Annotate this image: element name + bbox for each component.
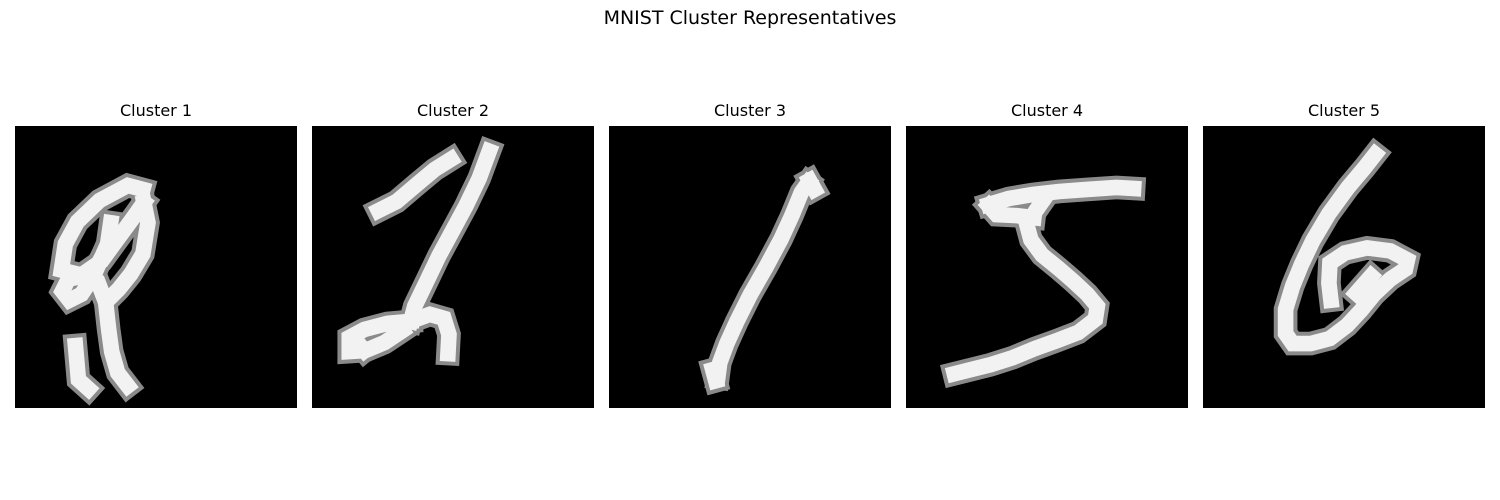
digit-stroke xyxy=(709,171,820,387)
digit-stroke xyxy=(944,189,1106,384)
digit-stroke xyxy=(66,337,100,400)
digit-stroke xyxy=(401,141,500,331)
cluster-panel-2: Cluster 2 xyxy=(312,100,594,408)
digit-strokes xyxy=(47,172,161,406)
digit-image xyxy=(609,126,891,408)
digit-image xyxy=(906,126,1188,408)
panel-title: Cluster 3 xyxy=(713,101,787,120)
digit-stroke xyxy=(348,333,376,362)
figure-title: MNIST Cluster Representatives xyxy=(603,7,897,29)
panel-title: Cluster 2 xyxy=(416,101,490,120)
digit-stroke xyxy=(98,193,156,310)
panel-title: Cluster 1 xyxy=(119,101,193,120)
digit-stroke xyxy=(978,179,1142,215)
digit-strokes xyxy=(939,175,1147,389)
panel-title: Cluster 5 xyxy=(1307,101,1381,120)
digit-image xyxy=(15,126,297,408)
digit-stroke xyxy=(1277,143,1417,352)
digit-image xyxy=(1203,126,1485,408)
digit-stroke xyxy=(400,306,457,362)
digit-stroke xyxy=(703,360,726,391)
digit-stroke xyxy=(367,148,462,222)
digit-stroke xyxy=(52,177,155,284)
cluster-panel-1: Cluster 1 xyxy=(15,100,297,408)
cluster-panel-3: Cluster 3 xyxy=(609,100,891,408)
digit-image xyxy=(312,126,594,408)
digit-stroke xyxy=(798,169,826,201)
digit-strokes xyxy=(1273,137,1421,356)
digit-strokes xyxy=(698,164,831,396)
cluster-panel-4: Cluster 4 xyxy=(906,100,1188,408)
panel-title: Cluster 4 xyxy=(1010,101,1084,120)
digit-strokes xyxy=(337,135,505,368)
digit-stroke xyxy=(1345,265,1383,305)
digit-stroke xyxy=(87,234,120,274)
cluster-panel-5: Cluster 5 xyxy=(1203,100,1485,408)
